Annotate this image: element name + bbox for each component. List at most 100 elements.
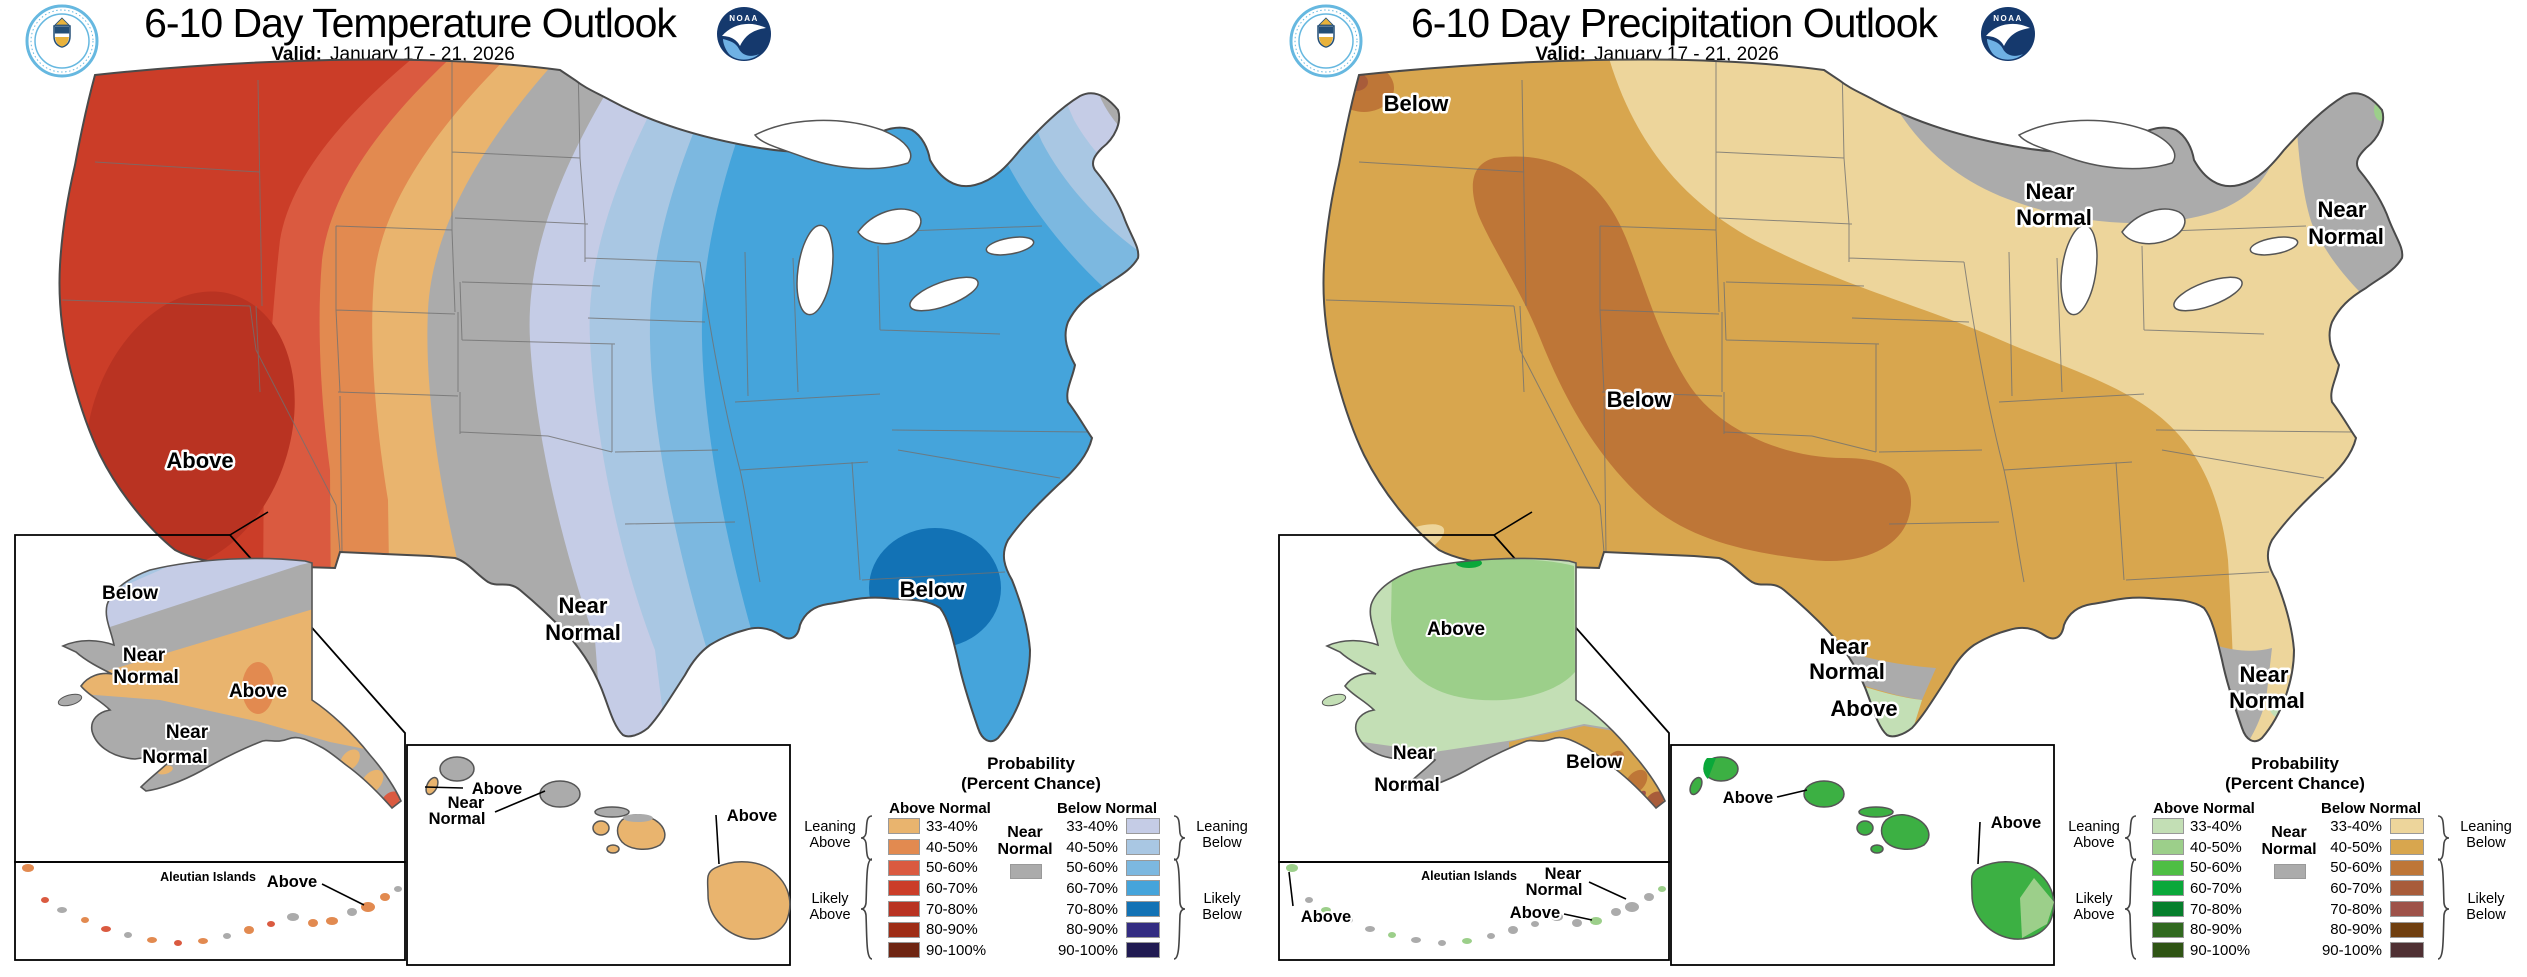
legend-range: 33-40% [2190,817,2242,835]
legend-swatch [888,901,920,918]
temperature-map: Above Near Normal Below Below [14,58,1140,966]
hawaii-label-above-1: Above [1723,789,1773,807]
hawaii-label-near-2: Normal [429,810,486,828]
legend-swatch [1126,880,1160,897]
legend-near-swatch [2274,864,2306,879]
conus-label-near-texas-1: Near [1820,634,1869,659]
hawaii-inset: Above Near Normal Above [406,744,791,966]
conus-label-near-florida-1: Near [2240,662,2289,687]
aleutian-title: Aleutian Islands [160,870,256,884]
great-lakes [2017,119,2299,316]
legend-near-line1: Near [1007,824,1043,841]
conus-label-above: Above [166,448,233,473]
legend-swatch [2152,859,2184,876]
aleutian-title: Aleutian Islands [1421,869,1517,883]
conus-label-near-midwest-2: Normal [2016,205,2092,230]
legend-range: 70-80% [2330,900,2382,918]
legend-swatch [888,818,920,835]
legend-range: 40-50% [926,838,978,856]
hawaii-label-above-2: Above [727,807,777,825]
legend-swatch [2152,921,2184,938]
conus-label-near-1: Near [559,593,608,618]
alaska-inset: Above Near Normal Below [1278,511,1670,863]
hawaii-label-above-1: Above [472,780,522,798]
precipitation-outlook-panel: 6-10 Day Precipitation Outlook NOAA Vali… [1264,0,2527,977]
alaska-label-near1-2: Normal [113,667,178,688]
conus-label-near-florida-2: Normal [2229,688,2305,713]
legend-near-line1: Near [2271,824,2307,841]
hawaii-inset: Above Above [1670,744,2055,966]
alaska-label-above: Above [1427,619,1485,640]
likely-below-label: Likely Below [1202,891,1242,923]
aleutian-label-near-1: Near [1545,865,1582,883]
alaska-label-above: Above [229,681,287,702]
legend-title: Probability (Percent Chance) [2064,754,2526,794]
legend-swatch [888,859,920,876]
page-title: 6-10 Day Precipitation Outlook [1410,0,1938,46]
conus-label-below-nw: Below [1384,91,1450,116]
legend-range: 40-50% [2330,838,2382,856]
legend-below-swatches: 33-40% 40-50% 50-60% 60-70% 70-80% 80-90… [2304,816,2424,961]
legend-range: 90-100% [926,941,987,959]
legend-swatch [2390,921,2424,938]
legend-swatch [2390,839,2424,856]
conus-label-above-texas: Above [1830,696,1897,721]
legend-title: Probability (Percent Chance) [800,754,1262,794]
conus-label-below-center: Below [1607,387,1673,412]
alaska-label-below: Below [102,583,158,604]
legend-swatch [2152,942,2184,959]
legend-swatch [1126,942,1160,959]
legend-swatch [2152,818,2184,835]
noaa-logo-icon: NOAA [717,7,771,61]
legend-range: 50-60% [2330,859,2382,877]
hawaii-label-above-2: Above [1991,814,2041,832]
legend-swatch [2390,818,2424,835]
conus-label-near-midwest-1: Near [2026,179,2075,204]
legend-range: 60-70% [2190,879,2242,897]
legend-swatch [2152,901,2184,918]
temperature-outlook-panel: 6-10 Day Temperature Outlook NOAA Valid:… [0,0,1263,977]
legend-below-swatches: 33-40% 40-50% 50-60% 60-70% 70-80% 80-90… [1040,816,1160,961]
hawaii-islands-shapes [1689,756,2055,940]
legend-title-line2: (Percent Chance) [2225,774,2365,793]
leaning-below-brace-icon [1173,815,1186,861]
legend-title-line2: (Percent Chance) [961,774,1101,793]
likely-below-brace-icon [1173,858,1186,960]
department-of-commerce-seal-icon [25,4,99,78]
legend-above-header: Above Normal [2153,800,2255,817]
legend-swatch [888,921,920,938]
legend-range: 80-90% [2190,921,2242,939]
legend-range: 33-40% [1066,817,1118,835]
likely-below-brace-icon [2437,858,2450,960]
legend-near-line2: Normal [997,841,1053,858]
aleutian-inset: Above Aleutian Islands Near Normal Above [1278,861,1670,961]
legend-range: 90-100% [2321,941,2382,959]
conus-label-below: Below [900,577,966,602]
legend-range: 70-80% [2190,900,2242,918]
legend-range: 90-100% [2190,941,2251,959]
legend-range: 50-60% [926,859,978,877]
alaska-label-near1-1: Near [123,645,166,666]
great-lakes [753,119,1035,316]
legend-title-line1: Probability [2251,754,2339,773]
legend-below-header: Below Normal [1056,800,1158,817]
legend-swatch [2390,901,2424,918]
alaska-label-near-1: Near [1393,743,1436,764]
legend-swatch [2390,859,2424,876]
state-borders [1325,62,2353,583]
legend-range: 80-90% [2330,921,2382,939]
noaa-logo-text: NOAA [1993,14,2023,23]
likely-above-label: Likely Above [809,891,851,923]
legend-range: 40-50% [1066,838,1118,856]
leaning-above-label: Leaning Above [804,819,856,851]
aleutian-inset: Aleutian Islands Above [14,861,406,961]
legend-range: 80-90% [1066,921,1118,939]
legend-below-header: Below Normal [2320,800,2422,817]
noaa-logo-text: NOAA [729,14,759,23]
legend-range: 50-60% [2190,859,2242,877]
noaa-logo-icon: NOAA [1981,7,2035,61]
legend-range: 33-40% [926,817,978,835]
conus-label-near-northeast-2: Normal [2308,224,2384,249]
legend-range: 60-70% [926,879,978,897]
